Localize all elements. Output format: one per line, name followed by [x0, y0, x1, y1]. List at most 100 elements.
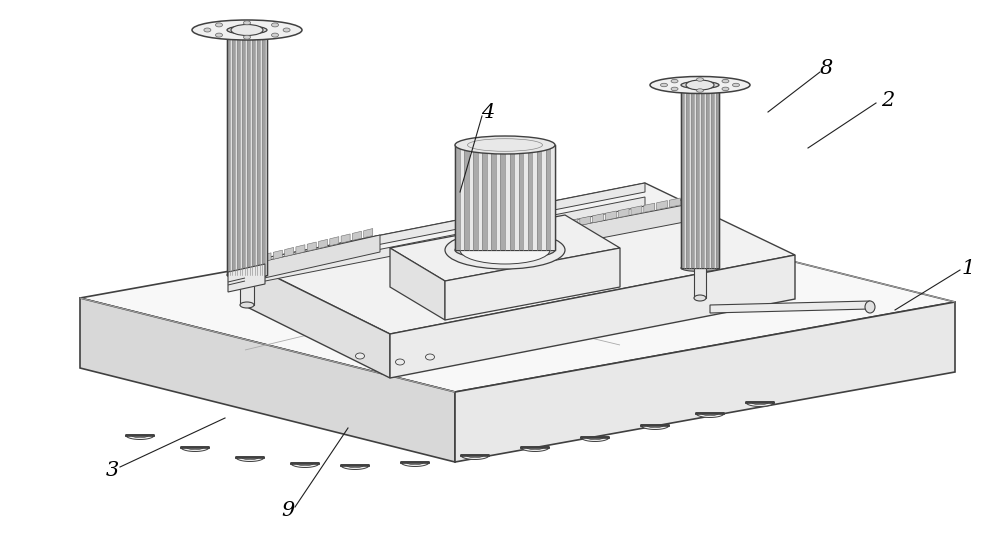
- Polygon shape: [232, 30, 234, 275]
- Polygon shape: [341, 465, 369, 470]
- Polygon shape: [460, 145, 464, 250]
- Polygon shape: [487, 145, 491, 250]
- Polygon shape: [521, 447, 549, 452]
- Polygon shape: [252, 30, 254, 275]
- Polygon shape: [126, 435, 154, 439]
- Ellipse shape: [671, 87, 678, 91]
- Polygon shape: [696, 85, 699, 268]
- Ellipse shape: [227, 26, 267, 34]
- Polygon shape: [641, 425, 669, 429]
- Polygon shape: [254, 30, 257, 275]
- Ellipse shape: [865, 301, 875, 313]
- Polygon shape: [669, 198, 680, 207]
- Ellipse shape: [686, 80, 714, 90]
- Polygon shape: [537, 145, 541, 250]
- Polygon shape: [473, 145, 478, 250]
- Polygon shape: [500, 145, 505, 250]
- Polygon shape: [478, 145, 482, 250]
- Ellipse shape: [272, 33, 279, 37]
- Polygon shape: [181, 447, 209, 452]
- Polygon shape: [684, 85, 686, 268]
- Polygon shape: [401, 462, 429, 466]
- Polygon shape: [307, 242, 316, 251]
- Polygon shape: [709, 85, 711, 268]
- Ellipse shape: [696, 89, 704, 92]
- Polygon shape: [227, 30, 267, 275]
- Polygon shape: [699, 85, 701, 268]
- Polygon shape: [230, 30, 232, 275]
- Polygon shape: [237, 30, 240, 275]
- Ellipse shape: [240, 302, 254, 308]
- Polygon shape: [240, 30, 242, 275]
- Polygon shape: [523, 145, 528, 250]
- Polygon shape: [532, 145, 537, 250]
- Ellipse shape: [272, 23, 279, 27]
- Polygon shape: [491, 145, 496, 250]
- Polygon shape: [694, 268, 706, 298]
- Text: 1: 1: [961, 258, 975, 278]
- Polygon shape: [496, 145, 500, 250]
- Polygon shape: [244, 30, 247, 275]
- Polygon shape: [505, 145, 510, 250]
- Polygon shape: [580, 216, 591, 225]
- Ellipse shape: [426, 354, 434, 360]
- Polygon shape: [245, 183, 645, 271]
- Polygon shape: [682, 195, 693, 205]
- Polygon shape: [696, 413, 724, 417]
- Polygon shape: [593, 214, 603, 223]
- Polygon shape: [714, 85, 716, 268]
- Polygon shape: [691, 85, 694, 268]
- Ellipse shape: [694, 295, 706, 301]
- Polygon shape: [455, 145, 555, 250]
- Polygon shape: [605, 211, 616, 220]
- Polygon shape: [390, 255, 795, 378]
- Ellipse shape: [356, 353, 364, 359]
- Polygon shape: [618, 209, 629, 217]
- Ellipse shape: [244, 21, 250, 25]
- Text: 4: 4: [481, 103, 495, 121]
- Polygon shape: [260, 235, 380, 279]
- Polygon shape: [247, 30, 250, 275]
- Polygon shape: [706, 85, 709, 268]
- Polygon shape: [455, 302, 955, 462]
- Polygon shape: [657, 200, 667, 210]
- Polygon shape: [565, 202, 700, 245]
- Polygon shape: [711, 85, 714, 268]
- Polygon shape: [330, 237, 339, 246]
- Polygon shape: [264, 30, 267, 275]
- Polygon shape: [234, 30, 237, 275]
- Polygon shape: [245, 262, 390, 378]
- Text: 2: 2: [881, 91, 895, 109]
- Ellipse shape: [215, 23, 222, 27]
- Ellipse shape: [244, 35, 250, 39]
- Polygon shape: [746, 402, 774, 406]
- Ellipse shape: [460, 236, 550, 264]
- Polygon shape: [519, 145, 523, 250]
- Polygon shape: [296, 245, 305, 254]
- Polygon shape: [546, 145, 550, 250]
- Polygon shape: [245, 197, 645, 285]
- Ellipse shape: [204, 28, 211, 32]
- Polygon shape: [390, 248, 445, 320]
- Polygon shape: [686, 85, 689, 268]
- Ellipse shape: [671, 79, 678, 83]
- Ellipse shape: [696, 78, 704, 81]
- Ellipse shape: [227, 271, 267, 279]
- Polygon shape: [390, 215, 620, 281]
- Polygon shape: [318, 240, 328, 248]
- Polygon shape: [567, 219, 578, 228]
- Polygon shape: [242, 30, 244, 275]
- Ellipse shape: [722, 79, 729, 83]
- Polygon shape: [704, 85, 706, 268]
- Polygon shape: [455, 145, 460, 250]
- Polygon shape: [352, 231, 361, 241]
- Polygon shape: [285, 247, 294, 257]
- Polygon shape: [710, 301, 870, 313]
- Ellipse shape: [455, 241, 555, 259]
- Text: 9: 9: [281, 501, 295, 519]
- Polygon shape: [694, 85, 696, 268]
- Polygon shape: [681, 85, 684, 268]
- Ellipse shape: [660, 83, 668, 87]
- Polygon shape: [581, 437, 609, 442]
- Polygon shape: [716, 85, 719, 268]
